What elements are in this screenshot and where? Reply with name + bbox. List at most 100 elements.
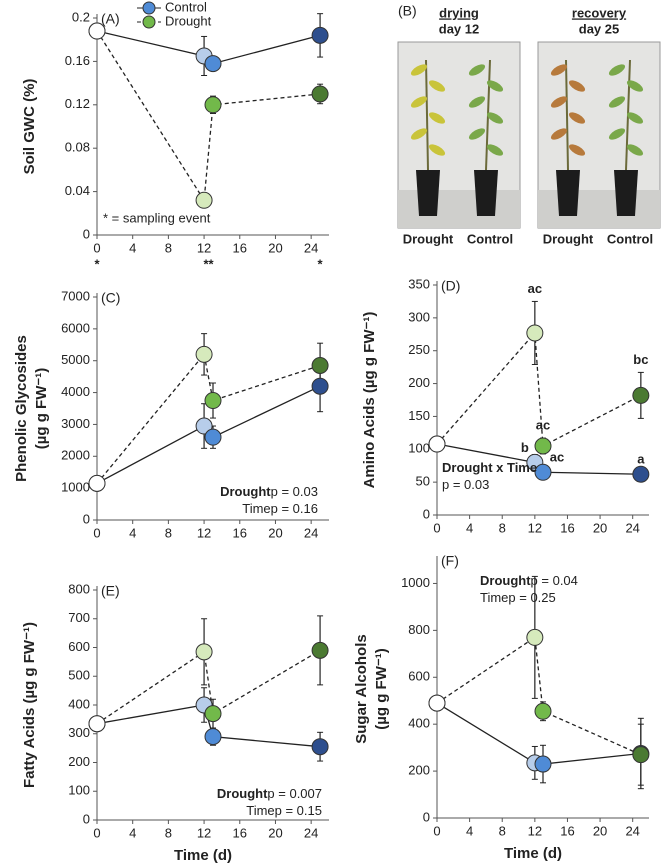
- y-tick-label: 0: [423, 506, 430, 521]
- legend-label: Control: [165, 0, 207, 14]
- x-tick-label: 8: [165, 240, 172, 255]
- x-tick-label: 24: [304, 240, 318, 255]
- stat-p: p = 0.15: [275, 803, 322, 818]
- leaf: [626, 112, 644, 124]
- y-axis-label: (µg g FW⁻¹): [33, 368, 50, 450]
- leaf: [608, 64, 626, 76]
- data-point: [195, 417, 213, 435]
- leaf: [568, 112, 586, 124]
- stat-term: Drought x Time: [442, 460, 537, 475]
- data-point: [311, 85, 329, 103]
- data-point: [534, 755, 552, 773]
- x-tick-label: 16: [233, 240, 247, 255]
- leaf: [608, 96, 626, 108]
- photo-label: Drought: [403, 231, 454, 246]
- stat-text: Droughtp = 0.04: [480, 573, 578, 588]
- stat-term: Time: [242, 501, 270, 516]
- y-tick-label: 100: [68, 783, 90, 798]
- y-tick-label: 50: [416, 474, 430, 489]
- leaf: [550, 128, 568, 140]
- data-point: [311, 377, 329, 395]
- significance-letter: ac: [528, 281, 542, 296]
- x-tick-label: 20: [593, 520, 607, 535]
- stat-p: p = 0.04: [531, 573, 578, 588]
- data-point: [428, 435, 446, 453]
- stat-text: Droughtp = 0.007: [217, 786, 322, 801]
- pot: [614, 170, 638, 216]
- stat-term: Drought: [480, 573, 531, 588]
- x-tick-label: 4: [129, 525, 136, 540]
- data-point: [534, 702, 552, 720]
- x-tick-label: 0: [433, 823, 440, 838]
- x-tick-label: 8: [499, 823, 506, 838]
- y-tick-label: 600: [68, 639, 90, 654]
- leaf: [428, 112, 446, 124]
- y-tick-label: 7000: [61, 288, 90, 303]
- y-tick-label: 5000: [61, 352, 90, 367]
- y-tick-label: 0.16: [65, 53, 90, 68]
- stat-text: Timep = 0.25: [480, 590, 556, 605]
- series-line: [96, 30, 321, 203]
- significance-letter: a: [637, 452, 645, 467]
- x-tick-label: 12: [197, 240, 211, 255]
- data-point: [204, 55, 222, 73]
- x-tick-label: 8: [499, 520, 506, 535]
- y-axis-label: Sugar Alcohols: [353, 634, 370, 743]
- x-tick-label: 24: [304, 525, 318, 540]
- photo-label: Drought: [543, 231, 594, 246]
- y-tick-label: 800: [68, 581, 90, 596]
- y-tick-label: 200: [408, 763, 430, 778]
- stat-text: Timep = 0.16: [242, 501, 318, 516]
- y-tick-label: 6000: [61, 320, 90, 335]
- y-tick-label: 400: [408, 716, 430, 731]
- y-tick-label: 1000: [61, 480, 90, 495]
- x-tick-label: 0: [433, 520, 440, 535]
- data-point: [311, 641, 329, 659]
- data-point: [88, 715, 106, 733]
- data-point: [632, 386, 650, 404]
- y-tick-label: 300: [408, 309, 430, 324]
- y-axis-label: (µg g FW⁻¹): [373, 648, 390, 730]
- y-tick-label: 4000: [61, 384, 90, 399]
- data-point: [428, 694, 446, 712]
- data-point: [311, 738, 329, 756]
- data-point: [204, 428, 222, 446]
- data-point: [534, 437, 552, 455]
- x-tick-label: 24: [304, 825, 318, 840]
- stat-text: p = 0.03: [442, 477, 489, 492]
- x-tick-label: 4: [129, 825, 136, 840]
- panel-label: (E): [101, 583, 120, 599]
- photo-title: drying: [439, 5, 479, 20]
- stat-text: Droughtp = 0.03: [220, 484, 318, 499]
- data-point: [534, 463, 552, 481]
- sampling-mark: **: [203, 256, 214, 271]
- y-axis-label: Soil GWC (%): [21, 79, 38, 175]
- panel-label: (D): [441, 278, 460, 294]
- y-tick-label: 150: [408, 408, 430, 423]
- leaf: [468, 64, 486, 76]
- y-tick-label: 3000: [61, 416, 90, 431]
- panel-label: (A): [101, 11, 120, 27]
- y-tick-label: 0.04: [65, 183, 90, 198]
- y-tick-label: 700: [68, 610, 90, 625]
- y-tick-label: 350: [408, 276, 430, 291]
- x-axis-label: Time (d): [174, 847, 232, 864]
- leaf: [550, 96, 568, 108]
- stat-term: Drought: [217, 786, 268, 801]
- legend-swatch: [142, 15, 156, 29]
- x-tick-label: 12: [197, 525, 211, 540]
- stat-p: p = 0.03: [271, 484, 318, 499]
- x-tick-label: 8: [165, 525, 172, 540]
- y-tick-label: 800: [408, 622, 430, 637]
- pot: [556, 170, 580, 216]
- x-tick-label: 0: [93, 240, 100, 255]
- x-tick-label: 16: [560, 520, 574, 535]
- leaf: [468, 96, 486, 108]
- x-tick-label: 20: [268, 240, 282, 255]
- leaf: [428, 80, 446, 92]
- data-point: [195, 345, 213, 363]
- x-tick-label: 16: [560, 823, 574, 838]
- x-tick-label: 24: [625, 520, 639, 535]
- stat-p: p = 0.03: [442, 477, 489, 492]
